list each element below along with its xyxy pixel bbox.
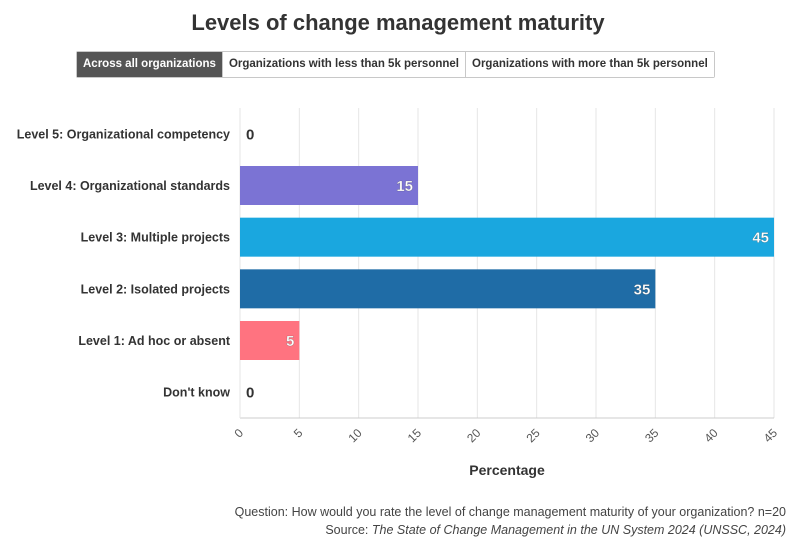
data-label-cat-1: 15: [396, 178, 413, 195]
chart-footer: Question: How would you rate the level o…: [235, 503, 786, 539]
data-label-cat-3: 35: [634, 281, 651, 298]
tab-more-than-5k-personnel[interactable]: Organizations with more than 5k personne…: [465, 52, 714, 77]
bar-cat-3: [240, 269, 656, 309]
category-label-cat-1: Level 4: Organizational standards: [30, 179, 230, 193]
data-label-cat-0: 0: [246, 126, 254, 143]
source-title: The State of Change Management in the UN…: [371, 523, 786, 537]
tab-less-than-5k-personnel[interactable]: Organizations with less than 5k personne…: [221, 52, 465, 77]
category-label-cat-0: Level 5: Organizational competency: [17, 127, 230, 141]
category-label-cat-3: Level 2: Isolated projects: [81, 282, 230, 296]
x-tick-label-9: 45: [761, 426, 781, 446]
data-label-cat-4: 5: [286, 333, 294, 350]
data-label-cat-5: 0: [246, 385, 254, 402]
bar-cat-2: [240, 217, 774, 257]
x-tick-label-7: 35: [642, 426, 662, 446]
source-prefix: Source:: [325, 523, 372, 537]
data-label-cat-2: 45: [752, 230, 769, 247]
x-tick-label-4: 20: [464, 426, 484, 446]
source-line: Source: The State of Change Management i…: [235, 521, 786, 539]
x-tick-label-8: 40: [701, 426, 721, 446]
x-tick-label-1: 5: [291, 426, 306, 441]
category-label-cat-4: Level 1: Ad hoc or absent: [78, 334, 230, 348]
x-tick-label-0: 0: [231, 426, 246, 441]
category-label-cat-2: Level 3: Multiple projects: [81, 231, 230, 245]
chart-title: Levels of change management maturity: [191, 10, 605, 35]
x-tick-label-6: 30: [583, 426, 603, 446]
x-tick-label-3: 15: [405, 426, 425, 446]
x-tick-label-2: 10: [345, 426, 365, 446]
category-label-cat-5: Don't know: [163, 386, 230, 400]
bar-cat-1: [240, 166, 418, 205]
bar-cat-4: [240, 321, 300, 360]
x-axis-title: Percentage: [469, 462, 545, 478]
tab-across-all-organizations[interactable]: Across all organizations: [77, 52, 222, 77]
organization-filter-tabs: Across all organizations Organizations w…: [76, 51, 715, 78]
survey-question: Question: How would you rate the level o…: [234, 505, 786, 519]
x-tick-label-5: 25: [523, 426, 543, 446]
